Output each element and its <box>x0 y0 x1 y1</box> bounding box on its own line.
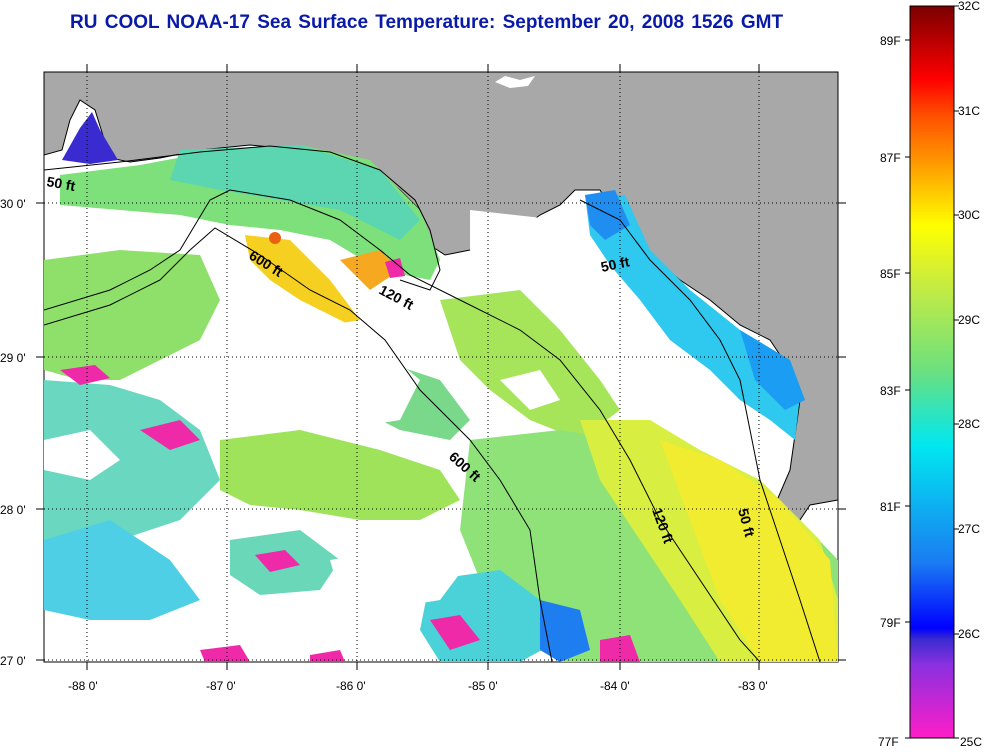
contour-label: 50 ft <box>45 173 76 194</box>
lon-tick-label: -88 0' <box>68 679 98 693</box>
bay-cool-patch <box>62 112 118 164</box>
lat-tick-label: 27 0' <box>0 654 26 668</box>
lon-tick-label: -86 0' <box>336 679 366 693</box>
contour-label: 50 ft <box>735 507 758 539</box>
lon-tick-label: -83 0' <box>738 679 768 693</box>
lon-tick-label: -87 0' <box>206 679 236 693</box>
map-title: RU COOL NOAA-17 Sea Surface Temperature:… <box>70 12 784 33</box>
lat-tick-label: 29 0' <box>0 351 26 365</box>
graticule <box>44 72 838 662</box>
axis-ticks <box>36 64 846 670</box>
contour-label: 50 ft <box>599 253 631 275</box>
lon-tick-label: -84 0' <box>600 679 630 693</box>
lon-tick-label: -85 0' <box>468 679 498 693</box>
depth-contours <box>44 145 821 662</box>
lat-tick-label: 28 0' <box>0 503 26 517</box>
cloud-gap <box>220 300 420 430</box>
lat-tick-label: 30 0' <box>0 197 26 211</box>
